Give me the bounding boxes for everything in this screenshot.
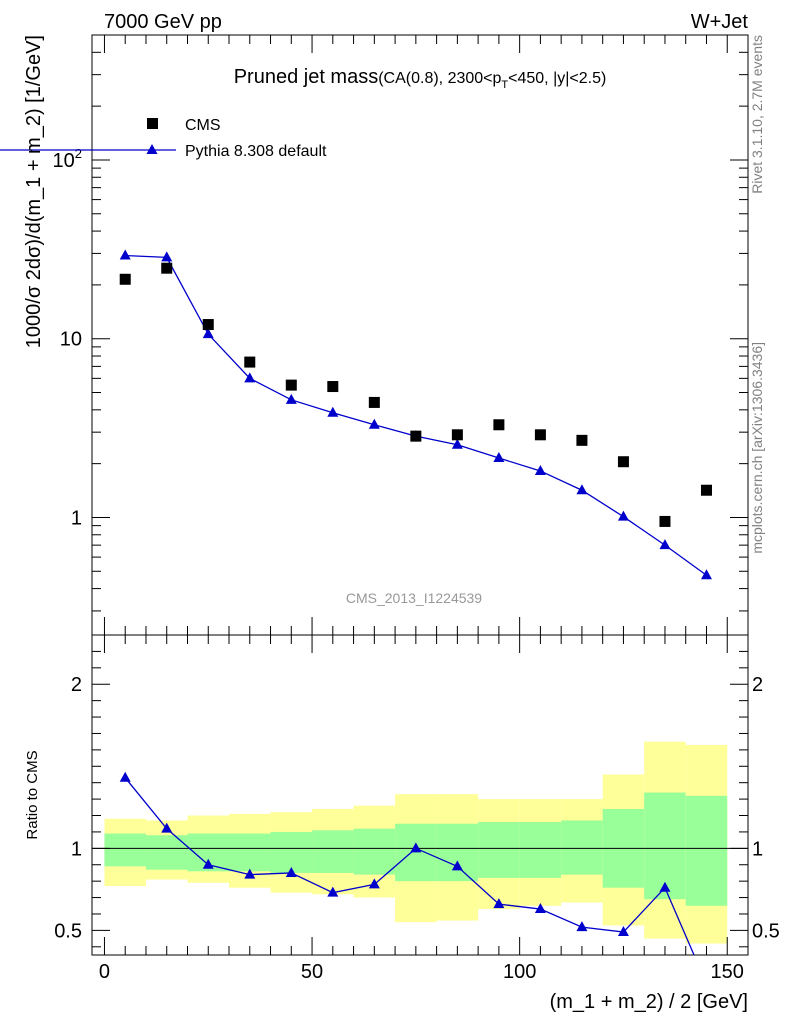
ratio-band-inner	[395, 823, 437, 882]
mc-point	[285, 393, 297, 404]
ratio-mc-point	[576, 921, 588, 932]
cms-data-point	[700, 484, 712, 496]
cms-data-point	[202, 319, 214, 331]
main-plot-marks	[119, 249, 712, 580]
ratio-mark-group	[119, 771, 695, 955]
cms-data-point	[327, 381, 339, 393]
cms-data-point	[534, 429, 546, 441]
ratio-y-tick-label-right: 1	[752, 838, 763, 860]
ratio-mc-point	[534, 903, 546, 914]
main-y-tick-label-base: 10	[53, 150, 75, 172]
mc-point	[576, 484, 588, 495]
cms-data-point	[244, 356, 256, 368]
ratio-band-inner	[436, 823, 479, 882]
analysis-id: CMS_2013_I1224539	[346, 590, 482, 606]
mc-curve	[125, 254, 707, 576]
ratio-band-inner	[312, 830, 354, 873]
ratio-mc-point	[410, 842, 422, 853]
rivet-label: Rivet 3.1.10, 2.7M events	[749, 35, 765, 194]
x-tick-label: 150	[711, 961, 744, 983]
ratio-bands	[92, 741, 748, 944]
ratio-mc-point	[617, 926, 629, 937]
ratio-band-inner	[644, 792, 686, 900]
mc-point	[161, 251, 173, 262]
ratio-mc-point	[285, 866, 297, 877]
ratio-band-inner	[145, 835, 188, 870]
mc-point	[327, 406, 339, 417]
legend-mc-label: Pythia 8.308 default	[185, 143, 327, 160]
ratio-mc-point	[368, 878, 380, 889]
ratio-mc-point	[161, 822, 173, 833]
ratio-y-tick-label-left: 0.5	[54, 920, 82, 942]
ratio-band-inner	[270, 831, 313, 873]
x-axis-label: (m_1 + m_2) / 2 [GeV]	[550, 991, 748, 1013]
ratio-band-inner	[685, 795, 728, 906]
main-y-axis-label: 1000/σ 2dσ)/d(m_1 + m_2) [1/GeV]	[23, 35, 45, 348]
mc-point	[244, 372, 256, 383]
legend-mc-marker	[146, 144, 158, 154]
mc-point	[700, 569, 712, 580]
legend-data-label: CMS	[185, 117, 221, 134]
ratio-axis-ticks: 0.5 0.5 1 1 2 2 0 50 100 150	[54, 634, 780, 983]
ratio-plot-marks	[119, 771, 695, 955]
main-y-tick-label: 1	[71, 507, 82, 529]
plot-title-detail-suffix: <450, |y|<2.5)	[508, 70, 606, 87]
x-tick-label: 50	[301, 961, 323, 983]
legend-data-marker	[147, 118, 158, 129]
main-y-tick-label-exp: 2	[75, 146, 82, 161]
ratio-mc-point	[451, 860, 463, 871]
main-y-tick-label: 10	[60, 329, 82, 351]
mc-point	[368, 418, 380, 429]
mc-point	[119, 249, 131, 260]
cms-data-point	[161, 262, 173, 274]
ratio-mc-point	[202, 858, 214, 869]
ratio-mc-point	[493, 898, 505, 909]
ratio-y-tick-label-right: 0.5	[752, 920, 780, 942]
ratio-band-inner	[519, 822, 562, 878]
header-left: 7000 GeV pp	[104, 11, 222, 33]
cms-data-point	[493, 419, 505, 431]
mc-point	[617, 510, 629, 521]
ratio-mc-point	[119, 771, 131, 782]
cms-data-point	[119, 273, 131, 285]
cms-data-point	[451, 429, 463, 441]
x-tick-label: 0	[99, 961, 110, 983]
ratio-y-tick-label-right: 2	[752, 674, 763, 696]
ratio-y-tick-label-left: 2	[71, 674, 82, 696]
header-right: W+Jet	[691, 11, 749, 33]
mc-point	[451, 438, 463, 449]
cms-data-point	[410, 430, 422, 442]
ratio-mc-point	[327, 886, 339, 897]
mc-point	[659, 539, 671, 550]
cms-data-point	[368, 396, 380, 408]
ratio-band-inner	[104, 833, 146, 867]
cms-data-point	[285, 379, 297, 391]
ratio-y-tick-label-left: 1	[71, 838, 82, 860]
ratio-band-inner	[353, 828, 396, 875]
mc-point	[534, 464, 546, 475]
ratio-mc-point	[659, 881, 671, 892]
ratio-band-inner	[561, 820, 603, 875]
plot-title-detail-prefix: (CA(0.8), 2300<p	[378, 70, 501, 87]
cms-data-point	[617, 456, 629, 468]
ratio-band-inner	[478, 822, 520, 878]
ratio-band-inner	[229, 833, 271, 872]
plot-title-main: Pruned jet mass	[234, 66, 379, 88]
ratio-y-axis-label: Ratio to CMS	[24, 750, 41, 839]
mc-point	[202, 328, 214, 339]
ratio-panel-frame	[91, 634, 749, 956]
x-tick-label: 100	[503, 961, 536, 983]
plot-title: Pruned jet mass(CA(0.8), 2300<pT<450, |y…	[234, 66, 607, 91]
mcplots-label: mcplots.cern.ch [arXiv:1306.3436]	[749, 342, 765, 554]
ratio-mc-point	[244, 868, 256, 879]
main-y-tick-label: 102	[53, 146, 82, 172]
plot-title-detail-sub: T	[501, 79, 508, 91]
cms-data-point	[576, 434, 588, 446]
mc-point	[493, 452, 505, 463]
cms-data-point	[659, 515, 671, 527]
